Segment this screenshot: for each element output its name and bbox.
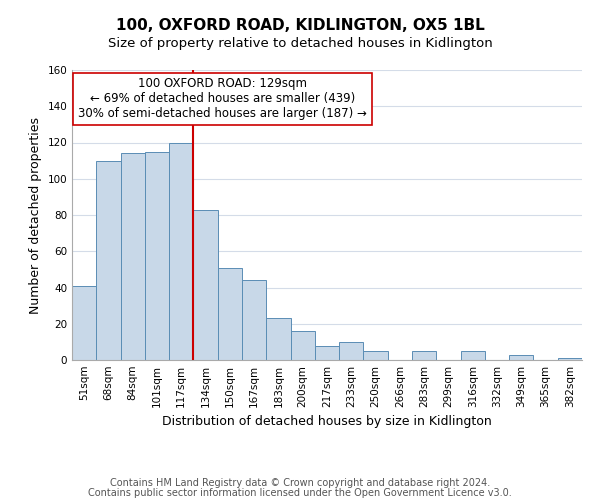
Bar — [72, 286, 96, 360]
Text: Contains public sector information licensed under the Open Government Licence v3: Contains public sector information licen… — [88, 488, 512, 498]
Bar — [339, 342, 364, 360]
Bar — [315, 346, 339, 360]
Text: Contains HM Land Registry data © Crown copyright and database right 2024.: Contains HM Land Registry data © Crown c… — [110, 478, 490, 488]
Text: Size of property relative to detached houses in Kidlington: Size of property relative to detached ho… — [107, 38, 493, 51]
Bar — [121, 154, 145, 360]
Bar — [558, 358, 582, 360]
Text: 100 OXFORD ROAD: 129sqm
← 69% of detached houses are smaller (439)
30% of semi-d: 100 OXFORD ROAD: 129sqm ← 69% of detache… — [78, 77, 367, 120]
Bar — [266, 318, 290, 360]
Bar — [145, 152, 169, 360]
Y-axis label: Number of detached properties: Number of detached properties — [29, 116, 42, 314]
Bar — [96, 160, 121, 360]
X-axis label: Distribution of detached houses by size in Kidlington: Distribution of detached houses by size … — [162, 416, 492, 428]
Bar — [218, 268, 242, 360]
Text: 100, OXFORD ROAD, KIDLINGTON, OX5 1BL: 100, OXFORD ROAD, KIDLINGTON, OX5 1BL — [116, 18, 484, 32]
Bar — [290, 331, 315, 360]
Bar — [242, 280, 266, 360]
Bar — [193, 210, 218, 360]
Bar — [169, 142, 193, 360]
Bar — [412, 351, 436, 360]
Bar — [509, 354, 533, 360]
Bar — [461, 351, 485, 360]
Bar — [364, 351, 388, 360]
